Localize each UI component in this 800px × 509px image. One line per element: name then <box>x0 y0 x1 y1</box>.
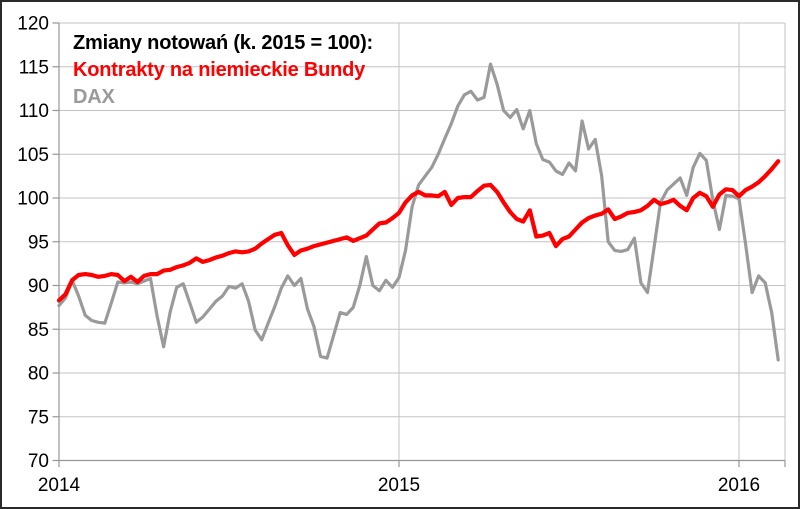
y-axis-label: 85 <box>28 320 49 341</box>
line-bundy <box>56 159 781 303</box>
chart-title: Zmiany notowań (k. 2015 = 100): <box>73 32 374 54</box>
axis-labels: 70 75 80 85 90 95 100 105 110 115 120 2014 2015 2016 <box>17 14 760 497</box>
legend-entry-bundy: Kontrakty na niemieckie Bundy <box>73 59 366 81</box>
x-axis-label: 2015 <box>378 475 420 496</box>
y-axis-label: 110 <box>19 101 49 122</box>
x-axis-label: 2016 <box>718 475 760 496</box>
y-axis-label: 90 <box>28 276 49 297</box>
axes-and-ticks <box>52 22 786 467</box>
gridlines <box>59 22 786 461</box>
y-axis-label: 115 <box>19 57 49 78</box>
line-dax <box>57 62 780 362</box>
y-axis-label: 95 <box>28 232 49 253</box>
y-axis-label: 120 <box>17 14 49 35</box>
legend-entry-dax: DAX <box>73 86 115 108</box>
y-axis-label: 70 <box>28 451 49 472</box>
y-axis-label: 80 <box>28 364 49 385</box>
y-axis-label: 105 <box>17 145 49 166</box>
y-axis-label: 75 <box>28 407 49 428</box>
data-series <box>56 62 781 362</box>
y-axis-label: 100 <box>17 189 49 210</box>
x-axis-label: 2014 <box>38 475 81 496</box>
legend-block: Zmiany notowań (k. 2015 = 100): Kontrakt… <box>73 30 373 111</box>
